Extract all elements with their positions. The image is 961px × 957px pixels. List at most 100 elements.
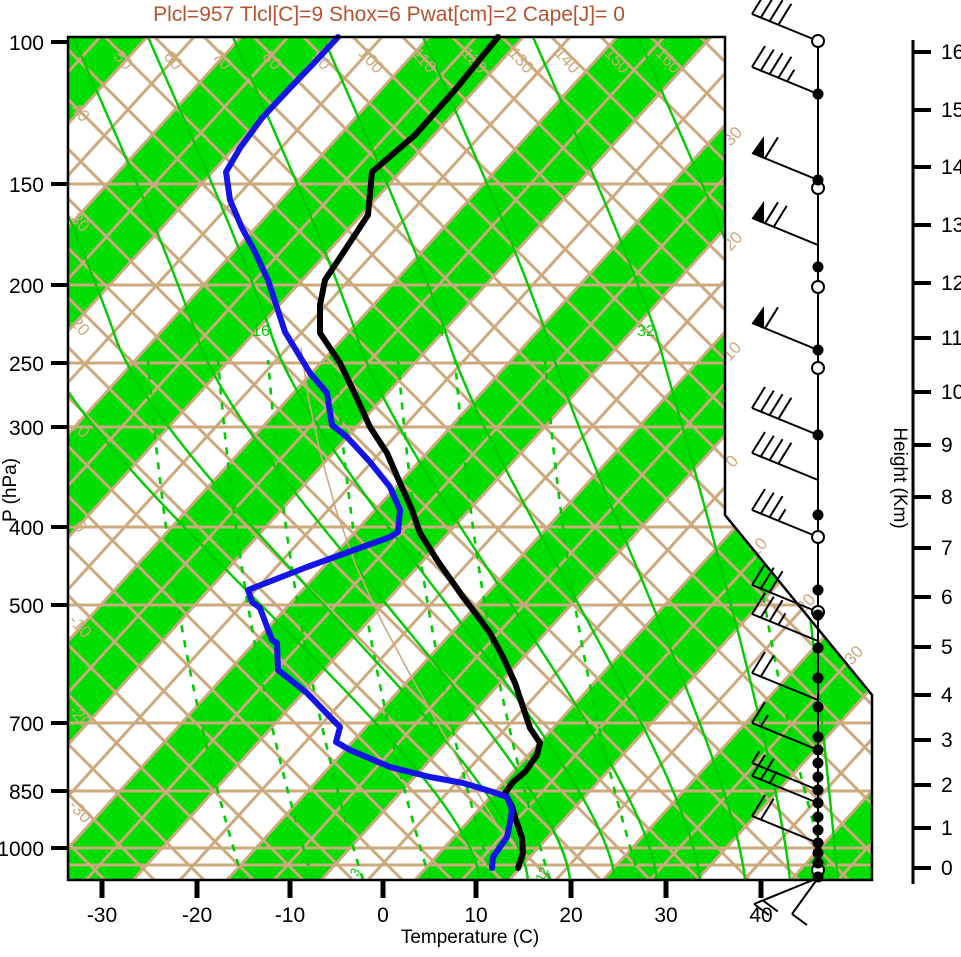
wind-barb-tick — [764, 306, 779, 329]
wind-barb-pennant — [752, 306, 765, 328]
wind-level-dot — [812, 174, 824, 186]
pressure-tick-label: 150 — [9, 174, 44, 197]
wind-barb-tick — [762, 899, 779, 913]
wind-barb-tick — [768, 570, 784, 593]
height-tick-label: 1 — [941, 817, 953, 840]
wind-level-dot — [812, 731, 824, 743]
green-stripe — [68, 37, 335, 880]
pressure-tick-label: 250 — [9, 353, 44, 376]
wind-barb-shaft — [791, 877, 819, 915]
isotherm-line — [68, 37, 807, 880]
isotherm-line — [648, 37, 872, 880]
isotherm-line — [68, 37, 290, 880]
wind-barb-tick — [759, 567, 775, 590]
moist-adiabat-line — [146, 37, 617, 880]
plot-border — [66, 35, 874, 882]
wind-level-dot — [812, 824, 824, 836]
height-tick-label: 4 — [941, 684, 953, 707]
wind-barb-tick — [751, 794, 766, 817]
dry-adiabat-line — [68, 37, 751, 880]
isotherm-line — [68, 37, 243, 880]
temperature-axis-label: Temperature (C) — [401, 927, 539, 948]
wind-barb-shaft — [751, 613, 819, 642]
wind-barb-tick — [777, 3, 793, 26]
wind-level-dot — [812, 811, 824, 823]
isotherm-line — [68, 37, 478, 880]
wind-barb-column — [751, 0, 825, 926]
dry-adiabat-line — [500, 37, 872, 880]
height-tick-label: 13 — [941, 214, 961, 237]
dry-adiabat-line — [68, 37, 652, 880]
wind-level-open-circle — [811, 361, 825, 375]
wind-barb-halftick — [777, 508, 787, 522]
pressure-tick-label: 850 — [9, 781, 44, 804]
wind-barb-shaft — [751, 722, 819, 751]
wind-barb-tick — [768, 393, 784, 416]
wind-barb-tick — [751, 431, 766, 454]
wind-barb-tick — [751, 701, 766, 724]
mixing-ratio-line — [396, 359, 495, 880]
height-tick-label: 10 — [941, 381, 961, 404]
moist-adiabat-value-label: 12 — [177, 323, 195, 340]
pressure-tick-label: 400 — [9, 517, 44, 540]
pressure-tick-label: 200 — [9, 275, 44, 298]
wind-barb-halftick — [759, 714, 769, 728]
wind-level-dot — [812, 429, 824, 441]
wind-barb-tick — [751, 651, 766, 674]
wind-barb-pennant — [752, 136, 765, 158]
wind-barb-tick — [759, 596, 775, 619]
wind-barb-tick — [791, 913, 808, 926]
dry-adiabat-line — [451, 37, 872, 880]
dry-adiabat-line — [68, 37, 702, 880]
isotherm-line — [68, 37, 431, 880]
wind-barb-tick — [759, 492, 775, 515]
isotherm-line — [319, 37, 872, 880]
wind-barb-tick — [751, 0, 762, 15]
dry-adiabat-line — [103, 37, 872, 880]
wind-level-dot — [812, 509, 824, 521]
wind-barb-tick — [777, 442, 793, 465]
dry-adiabat-line — [68, 37, 503, 880]
wind-barb-tick — [751, 386, 766, 409]
moist-adiabat-value-label: 24 — [427, 323, 445, 340]
wind-barb-halftick — [768, 771, 778, 784]
wind-barb-tick — [772, 205, 788, 228]
dry-adiabat-line — [550, 37, 872, 880]
mixing-ratio-line — [146, 359, 245, 880]
wind-level-dot — [812, 784, 824, 796]
wind-barb-tick — [759, 798, 775, 821]
wind-barb-tick — [759, 435, 775, 458]
mixing-ratio-line — [453, 359, 552, 880]
moist-adiabat-line — [71, 37, 572, 880]
wind-barb-shaft — [751, 775, 819, 804]
isotherm-line — [68, 37, 337, 880]
moist-adiabat-line — [531, 37, 792, 880]
height-tick-label: 9 — [941, 434, 953, 457]
wind-barb-shaft — [751, 452, 819, 481]
isotherm-line — [601, 37, 872, 880]
wind-level-open-circle — [811, 280, 825, 294]
wind-level-dot — [812, 701, 824, 713]
height-tick-label: 0 — [941, 857, 953, 880]
wind-level-dot — [812, 797, 824, 809]
wind-barb-shaft — [751, 66, 819, 95]
dry-adiabat-line — [68, 37, 602, 880]
wind-barb-tick — [777, 56, 793, 79]
wind-barb-tick — [751, 488, 766, 511]
isotherm-line — [68, 37, 619, 880]
parcel-trace-line — [300, 347, 517, 849]
wind-barb-shaft — [751, 815, 819, 844]
isotherm-line — [68, 37, 760, 880]
wind-barb-tick — [751, 563, 766, 586]
temperature-tick-label: 40 — [749, 904, 772, 927]
wind-barb-halftick — [751, 750, 761, 764]
pressure-tick-label: 1000 — [0, 838, 44, 861]
height-tick-label: 8 — [941, 486, 953, 509]
height-tick-label: 2 — [941, 774, 953, 797]
height-tick-label: 5 — [941, 636, 953, 659]
moist-adiabat-value-label: 32 — [637, 323, 655, 340]
wind-barb-tick — [768, 52, 784, 75]
